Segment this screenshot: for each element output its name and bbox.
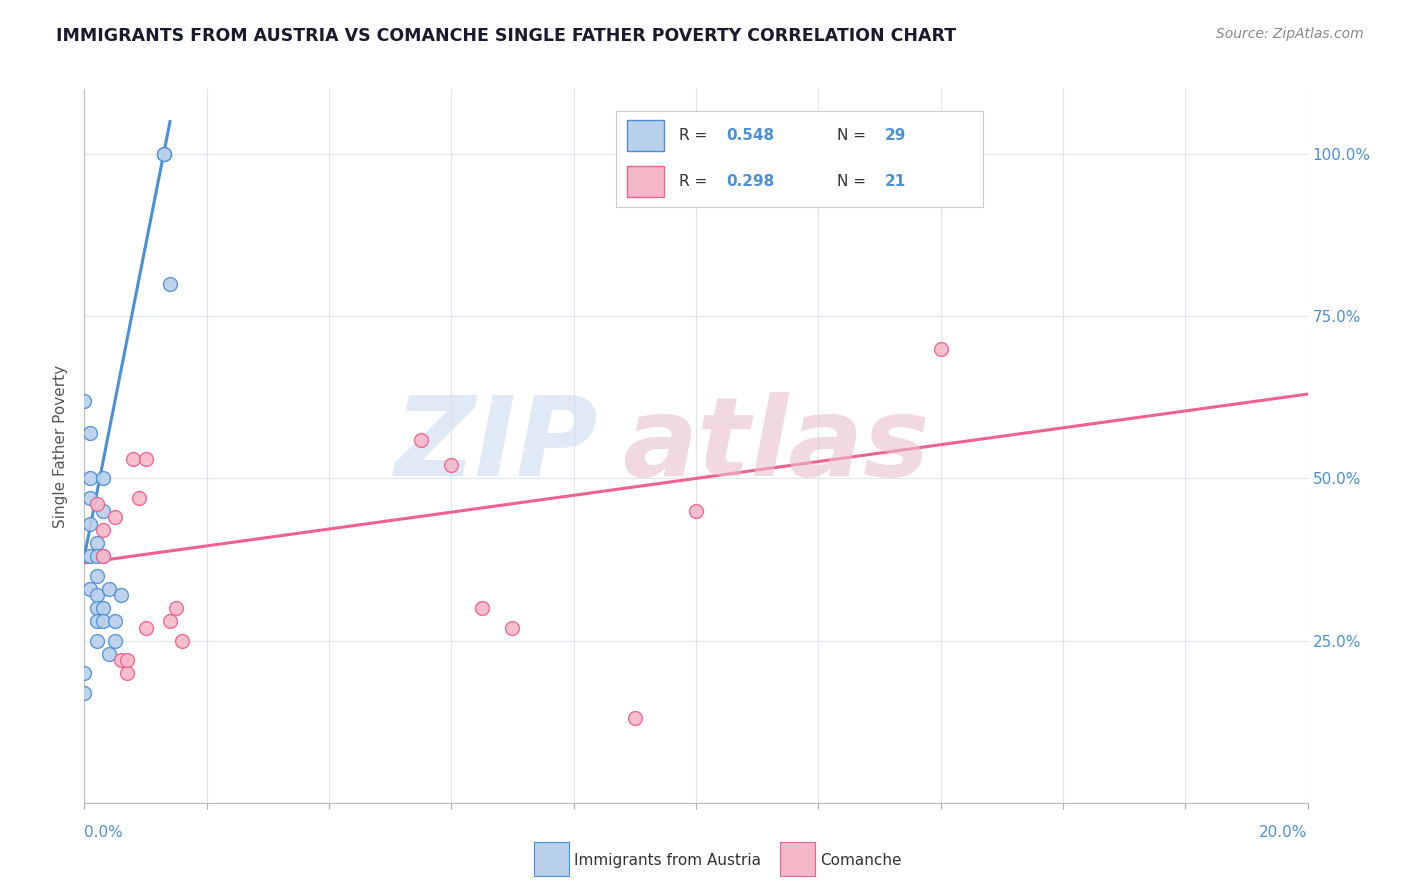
Point [79, 471, 101, 485]
Text: Source: ZipAtlas.com: Source: ZipAtlas.com [1216, 27, 1364, 41]
Point [86, 614, 108, 628]
Point [86, 536, 108, 550]
Point [159, 614, 181, 628]
Point [104, 510, 127, 524]
Point [624, 711, 647, 725]
Point [135, 621, 157, 635]
Point [929, 342, 952, 356]
Point [97, 647, 120, 661]
Point [165, 601, 187, 615]
Point [128, 491, 150, 505]
Point [79, 425, 101, 440]
Y-axis label: Single Father Poverty: Single Father Poverty [53, 365, 69, 527]
Point [471, 601, 494, 615]
Point [86, 568, 108, 582]
Point [153, 147, 176, 161]
Point [97, 582, 120, 596]
Point [73, 685, 96, 699]
Point [159, 277, 181, 291]
Point [104, 614, 127, 628]
Point [135, 452, 157, 467]
Point [115, 653, 138, 667]
Point [91, 601, 114, 615]
Point [110, 653, 132, 667]
Point [91, 471, 114, 485]
Point [73, 666, 96, 681]
Point [79, 582, 101, 596]
Point [91, 524, 114, 538]
Text: Immigrants from Austria: Immigrants from Austria [574, 854, 761, 868]
Point [86, 601, 108, 615]
Point [172, 633, 194, 648]
Point [409, 433, 432, 447]
Text: 20.0%: 20.0% [1260, 825, 1308, 840]
Point [91, 614, 114, 628]
Point [91, 549, 114, 564]
Point [91, 504, 114, 518]
Text: atlas: atlas [623, 392, 929, 500]
Point [122, 452, 145, 467]
Point [79, 491, 101, 505]
Point [73, 393, 96, 408]
Point [91, 549, 114, 564]
Text: 0.0%: 0.0% [84, 825, 124, 840]
Point [79, 516, 101, 531]
Point [153, 147, 176, 161]
Point [86, 549, 108, 564]
Point [86, 588, 108, 602]
Text: Comanche: Comanche [820, 854, 901, 868]
Point [115, 666, 138, 681]
Point [685, 504, 707, 518]
Text: ZIP: ZIP [395, 392, 598, 500]
Point [86, 497, 108, 511]
Point [110, 588, 132, 602]
Point [79, 549, 101, 564]
Point [440, 458, 463, 473]
Point [104, 633, 127, 648]
Text: IMMIGRANTS FROM AUSTRIA VS COMANCHE SINGLE FATHER POVERTY CORRELATION CHART: IMMIGRANTS FROM AUSTRIA VS COMANCHE SING… [56, 27, 956, 45]
Point [502, 621, 524, 635]
Point [86, 633, 108, 648]
